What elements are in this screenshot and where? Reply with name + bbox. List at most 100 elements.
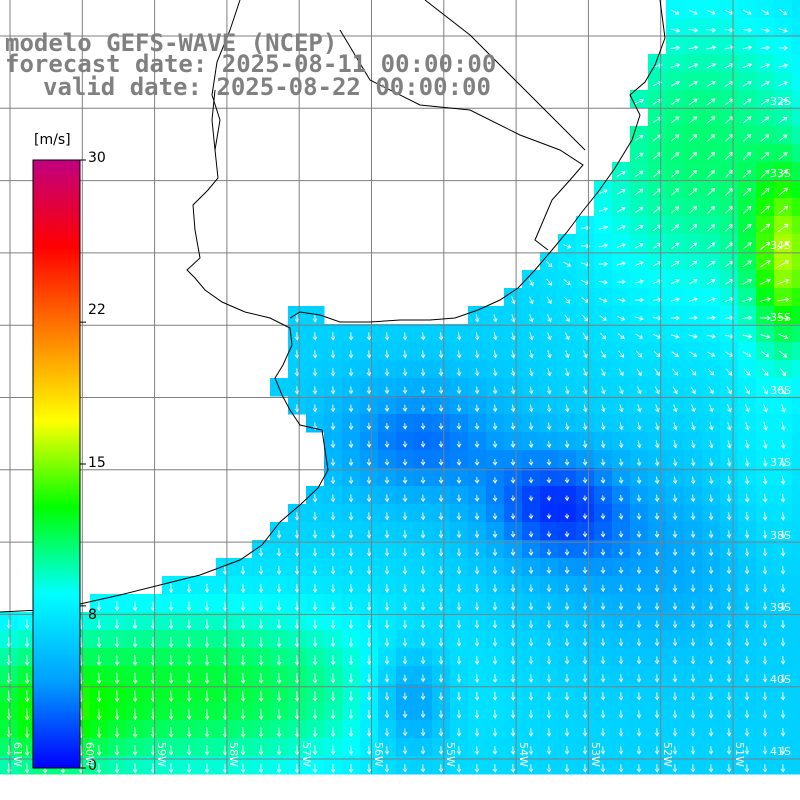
lat-label: 41S <box>770 745 791 758</box>
wind-speed-cell <box>738 342 757 361</box>
wind-arrow <box>619 386 624 395</box>
wind-arrow <box>616 261 626 266</box>
wind-arrow <box>312 548 318 557</box>
wind-speed-cell <box>576 450 595 469</box>
wind-arrow <box>780 530 786 539</box>
wind-speed-cell <box>792 648 800 667</box>
wind-arrow <box>330 763 336 774</box>
wind-arrow <box>745 421 750 431</box>
wind-arrow <box>582 513 588 520</box>
wind-speed-cell <box>648 126 667 145</box>
wind-arrow <box>618 620 624 629</box>
wind-speed-cell <box>792 684 800 703</box>
wind-arrow <box>780 566 786 575</box>
wind-arrow <box>420 512 426 521</box>
wind-speed-cell <box>720 306 739 325</box>
wind-speed-cell <box>774 234 793 253</box>
wind-arrow <box>348 691 354 702</box>
wind-arrow <box>384 728 390 737</box>
wind-arrow <box>744 386 750 395</box>
wind-arrow <box>366 745 372 755</box>
wind-arrow <box>492 386 498 395</box>
wind-speed-cell <box>522 270 541 289</box>
wind-arrow <box>456 602 462 611</box>
wind-speed-cell <box>792 540 800 559</box>
wind-speed-cell <box>468 414 487 433</box>
wind-arrow <box>528 296 534 305</box>
wind-speed-cell <box>576 342 595 361</box>
wind-arrow <box>580 225 591 231</box>
wind-arrow <box>474 422 480 430</box>
wind-speed-cell <box>774 306 793 325</box>
border-line <box>339 29 584 251</box>
wind-arrow <box>528 459 534 466</box>
wind-arrow <box>348 458 354 467</box>
wind-arrow <box>114 601 120 612</box>
wind-arrow <box>420 459 426 466</box>
wind-speed-cell <box>774 450 793 469</box>
wind-arrow <box>742 242 752 250</box>
wind-arrow <box>688 279 698 285</box>
lon-label: 57W <box>300 742 313 767</box>
wind-arrow <box>690 746 696 755</box>
wind-arrow <box>618 638 624 647</box>
wind-arrow <box>670 134 680 142</box>
wind-arrows <box>6 9 790 774</box>
wind-arrow <box>760 223 771 233</box>
wind-speed-cell <box>450 360 469 379</box>
wind-speed-cell <box>720 396 739 415</box>
wind-arrow <box>402 584 408 593</box>
wind-arrow <box>618 531 624 538</box>
wind-arrow <box>348 601 354 612</box>
wind-arrow <box>619 404 624 413</box>
wind-arrow <box>582 764 588 773</box>
wind-arrow <box>186 601 192 612</box>
wind-arrow <box>760 63 771 68</box>
wind-speed-cell <box>666 270 685 289</box>
wind-arrow <box>96 654 102 667</box>
wind-speed-cell <box>684 36 703 55</box>
wind-speed-cell <box>756 486 775 505</box>
wind-speed-cell <box>738 432 757 451</box>
wind-speed-cell <box>576 522 595 541</box>
wind-speed-cell <box>612 198 631 217</box>
wind-speed-cell <box>432 342 451 361</box>
wind-arrow <box>492 368 498 377</box>
wind-arrow <box>492 691 498 701</box>
wind-arrow <box>402 619 408 629</box>
wind-arrow <box>402 368 408 377</box>
wind-speed-cell <box>558 306 577 325</box>
wind-arrow <box>600 531 606 538</box>
wind-arrow <box>564 549 570 556</box>
wind-arrow <box>348 637 354 648</box>
wind-speed-cell <box>756 288 775 307</box>
wind-arrow <box>348 583 354 593</box>
wind-arrow <box>366 404 372 413</box>
wind-arrow <box>726 512 732 521</box>
wind-arrow <box>742 27 753 33</box>
wind-arrow <box>456 314 462 323</box>
wind-speed-cell <box>792 126 800 145</box>
wind-arrow <box>636 368 642 376</box>
wind-arrow <box>528 638 534 647</box>
wind-speed-cell <box>414 360 433 379</box>
wind-speed-cell <box>756 162 775 181</box>
wind-speed-cell <box>756 54 775 73</box>
wind-speed-cell <box>558 360 577 379</box>
wind-speed-cell <box>792 306 800 325</box>
wind-arrow <box>707 151 716 160</box>
wind-arrow <box>742 169 752 178</box>
wind-arrow <box>706 63 717 69</box>
wind-arrow <box>402 566 408 575</box>
wind-arrow <box>778 205 789 215</box>
wind-arrow <box>690 584 696 593</box>
wind-arrow <box>690 602 696 611</box>
wind-arrow <box>763 421 768 431</box>
wind-arrow <box>384 710 390 719</box>
wind-arrow <box>240 672 246 685</box>
wind-speed-cell <box>540 378 559 397</box>
wind-arrow <box>580 207 591 213</box>
wind-speed-cell <box>522 450 541 469</box>
wind-speed-cell <box>792 324 800 343</box>
wind-arrow <box>762 566 768 575</box>
